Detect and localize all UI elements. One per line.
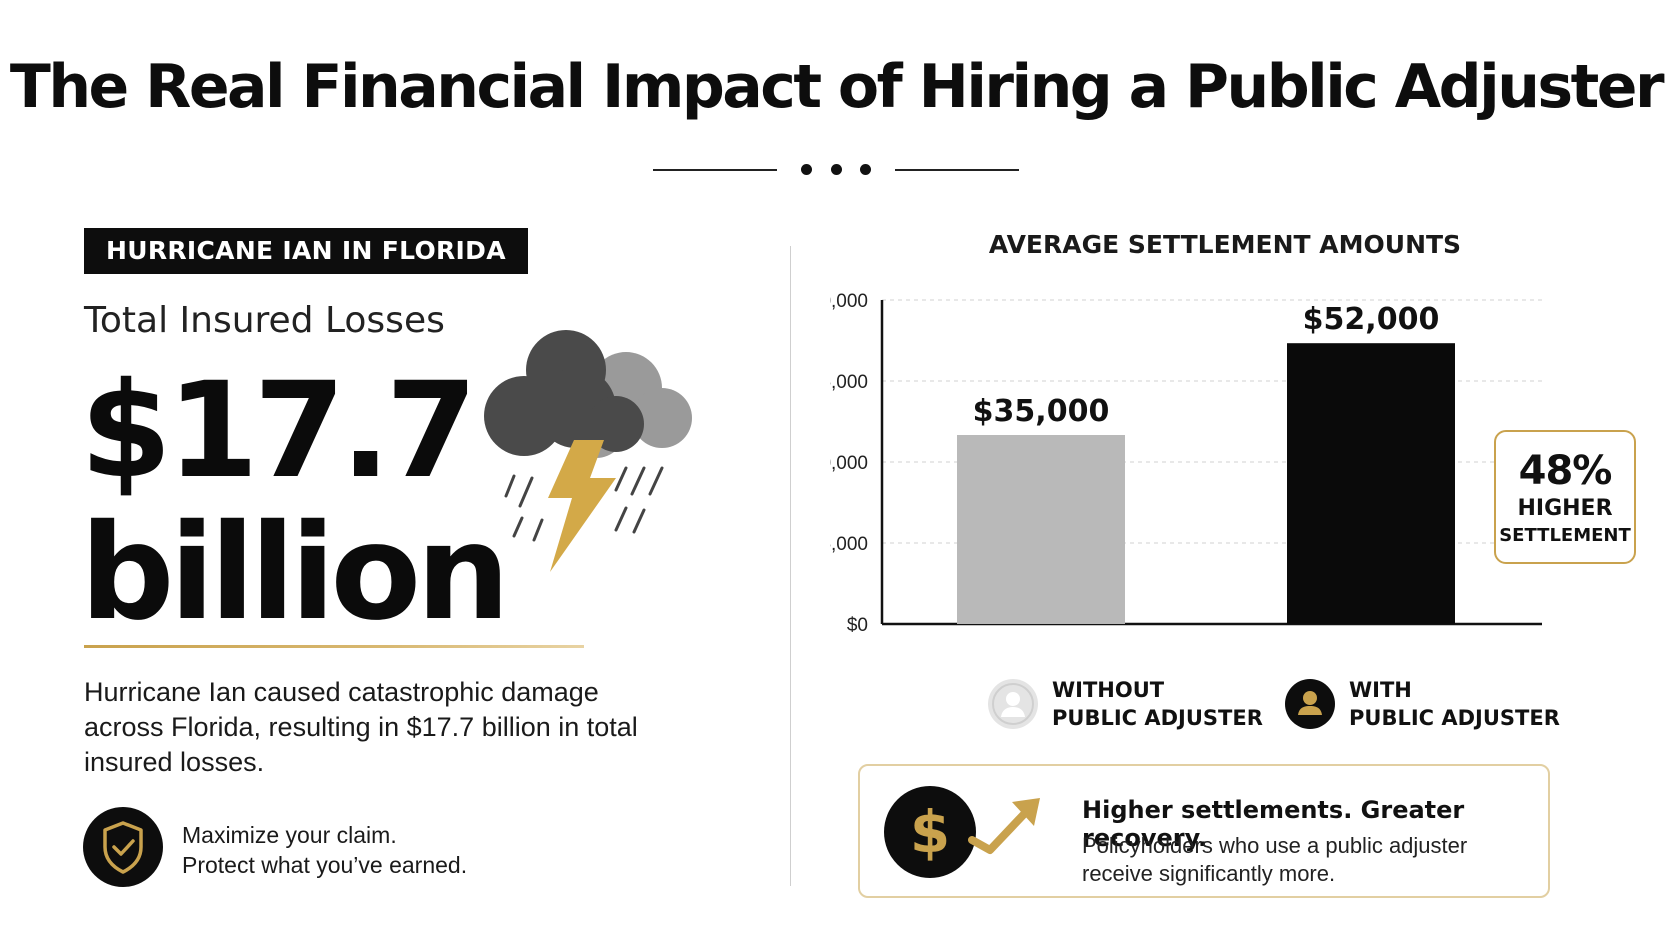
user-icon: [1285, 679, 1335, 729]
divider-dots: [801, 164, 871, 175]
data-label: $35,000: [973, 394, 1110, 429]
legend-with-line1: WITH: [1349, 678, 1412, 702]
promo-subtext: Policyholders who use a public adjuster …: [1082, 833, 1468, 886]
bar: [957, 435, 1125, 624]
description: Hurricane Ian caused catastrophic damage…: [84, 677, 638, 777]
cloud-front: [484, 330, 644, 456]
shield-check-icon: [83, 807, 163, 887]
divider-dot: [830, 164, 842, 175]
divider-dot: [860, 164, 871, 175]
bar: [1287, 343, 1455, 624]
legend-with: WITH PUBLIC ADJUSTER: [1285, 676, 1560, 732]
legend-without-label: WITHOUT PUBLIC ADJUSTER: [1052, 676, 1263, 732]
tagline-line1: Maximize your claim.: [182, 822, 397, 848]
y-tick-label: $15,000: [830, 534, 868, 555]
chart-title: AVERAGE SETTLEMENT AMOUNTS: [988, 230, 1462, 259]
callout-line2: SETTLEMENT: [1499, 525, 1631, 546]
legend-with-label: WITH PUBLIC ADJUSTER: [1349, 676, 1560, 732]
callout-line1: HIGHER: [1517, 496, 1613, 521]
legend-without: WITHOUT PUBLIC ADJUSTER: [988, 676, 1263, 732]
lightning-bolt-icon: [548, 440, 616, 572]
data-label: $52,000: [1303, 302, 1440, 337]
y-tick-label: $0: [847, 615, 868, 636]
big-number: $17.7 billion: [80, 354, 510, 650]
y-tick-label: $45,000: [830, 372, 868, 393]
divider-line-left: [653, 169, 777, 171]
page-title: The Real Financial Impact of Hiring a Pu…: [9, 52, 1665, 122]
losses-label: Total Insured Losses: [84, 300, 445, 341]
percent-callout: 48% HIGHER SETTLEMENT: [1494, 430, 1636, 564]
storm-cloud-icon: [484, 330, 692, 572]
divider-dot: [801, 164, 812, 175]
callout-percent: 48%: [1518, 448, 1613, 494]
user-icon: [988, 679, 1038, 729]
settlement-bar-chart: $0 $15,000 $30,000 $45,000 $60,000 $35,000 $52…: [830, 291, 1542, 636]
promo-headline: Higher settlements. Greater recovery.: [1082, 796, 1465, 852]
trend-up-arrow-icon: [968, 798, 1040, 854]
y-tick-label: $60,000: [830, 291, 868, 312]
big-number-value: $17.7: [80, 354, 478, 508]
gold-rule: [84, 645, 584, 648]
legend-without-line1: WITHOUT: [1052, 678, 1165, 702]
legend-without-line2: PUBLIC ADJUSTER: [1052, 706, 1263, 730]
tagline-line2: Protect what you’ve earned.: [182, 852, 468, 878]
promo-box: $ Higher settlements. Greater recovery. …: [858, 764, 1550, 898]
big-number-unit: billion: [80, 496, 510, 650]
y-tick-label: $30,000: [830, 453, 868, 474]
legend-with-line2: PUBLIC ADJUSTER: [1349, 706, 1560, 730]
section-tag: HURRICANE IAN IN FLORIDA: [84, 228, 528, 274]
dollar-coin-icon: $: [884, 786, 976, 878]
vertical-separator: [790, 246, 791, 886]
title-divider: [653, 160, 1019, 180]
divider-line-right: [895, 169, 1019, 171]
dollar-symbol: $: [909, 798, 951, 866]
rain-streaks: [504, 466, 664, 542]
tagline: Maximize your claim. Protect what you’ve…: [182, 820, 467, 880]
